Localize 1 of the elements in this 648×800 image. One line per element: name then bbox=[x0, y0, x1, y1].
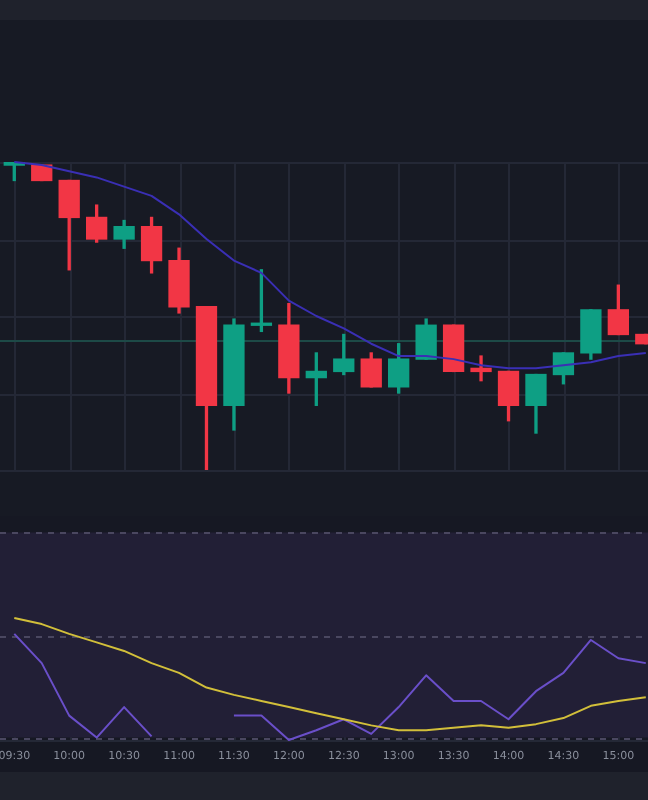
candlestick bbox=[470, 355, 492, 382]
